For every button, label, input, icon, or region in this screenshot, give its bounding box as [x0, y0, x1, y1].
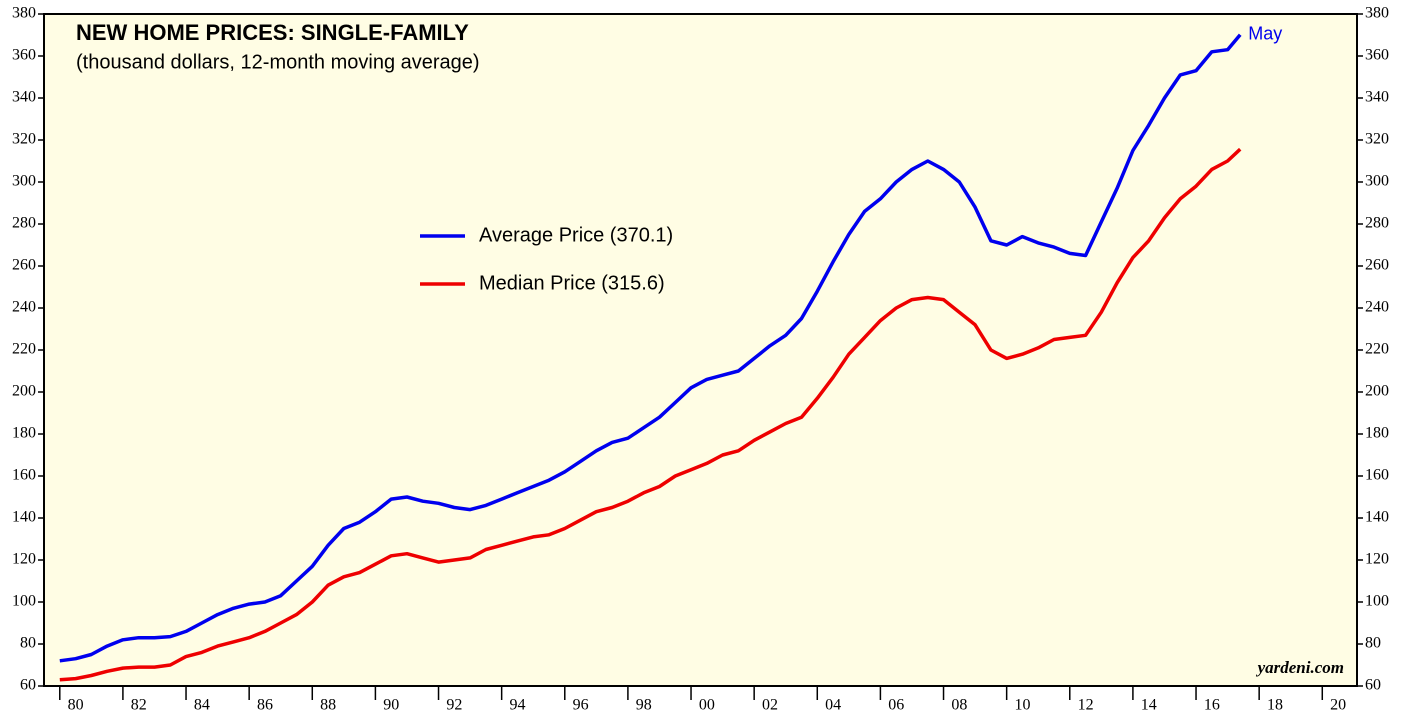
y-tick-label: 100 — [12, 593, 36, 610]
x-tick-label: 06 — [888, 697, 904, 714]
y-tick-label: 120 — [12, 551, 36, 568]
y2-tick-label: 180 — [1365, 425, 1389, 442]
y-tick-label: 60 — [20, 677, 36, 694]
series-line — [59, 33, 1242, 663]
legend-label: Median Price (315.6) — [479, 272, 665, 294]
x-tick-label: 80 — [68, 697, 84, 714]
y2-tick-label: 220 — [1365, 341, 1389, 358]
x-tick-label: 92 — [446, 697, 462, 714]
y2-tick-label: 280 — [1365, 215, 1389, 232]
x-tick-label: 04 — [825, 697, 841, 714]
y2-tick-label: 140 — [1365, 509, 1389, 526]
x-tick-label: 84 — [194, 697, 210, 714]
x-tick-label: 96 — [573, 697, 589, 714]
x-tick-label: 20 — [1330, 697, 1346, 714]
x-tick-label: 82 — [131, 697, 147, 714]
x-tick-label: 18 — [1267, 697, 1283, 714]
y2-tick-label: 160 — [1365, 467, 1389, 484]
x-tick-label: 16 — [1204, 697, 1220, 714]
legend-label: Average Price (370.1) — [479, 224, 673, 246]
y-tick-label: 360 — [12, 47, 36, 64]
y-tick-label: 220 — [12, 341, 36, 358]
y-tick-label: 340 — [12, 89, 36, 106]
chart-subtitle: (thousand dollars, 12-month moving avera… — [76, 51, 480, 73]
y2-tick-label: 340 — [1365, 89, 1389, 106]
plot-area — [43, 13, 1358, 687]
y-tick-label: 80 — [20, 635, 36, 652]
x-tick-label: 90 — [383, 697, 399, 714]
x-tick-label: 94 — [509, 697, 525, 714]
y-tick-label: 320 — [12, 131, 36, 148]
y-tick-label: 160 — [12, 467, 36, 484]
y2-tick-label: 320 — [1365, 131, 1389, 148]
x-tick-label: 02 — [762, 697, 778, 714]
source-note: yardeni.com — [1256, 658, 1344, 677]
y2-tick-label: 300 — [1365, 173, 1389, 190]
y-tick-label: 200 — [12, 383, 36, 400]
y2-tick-label: 80 — [1365, 635, 1381, 652]
y-tick-label: 280 — [12, 215, 36, 232]
y2-tick-label: 200 — [1365, 383, 1389, 400]
x-tick-label: 86 — [257, 697, 273, 714]
y-tick-label: 240 — [12, 299, 36, 316]
y-tick-label: 300 — [12, 173, 36, 190]
series-line — [59, 147, 1242, 682]
y2-tick-label: 60 — [1365, 677, 1381, 694]
y2-tick-label: 240 — [1365, 299, 1389, 316]
y2-tick-label: 100 — [1365, 593, 1389, 610]
y-tick-label: 140 — [12, 509, 36, 526]
y-tick-label: 180 — [12, 425, 36, 442]
y2-tick-label: 380 — [1365, 5, 1389, 22]
end-annotation: May — [1248, 24, 1282, 44]
x-tick-label: 14 — [1141, 697, 1157, 714]
y-tick-label: 260 — [12, 257, 36, 274]
x-tick-label: 08 — [951, 697, 967, 714]
chart-title: NEW HOME PRICES: SINGLE-FAMILY — [76, 20, 469, 45]
y2-tick-label: 260 — [1365, 257, 1389, 274]
x-tick-label: 00 — [699, 697, 715, 714]
x-tick-label: 12 — [1078, 697, 1094, 714]
y-tick-label: 380 — [12, 5, 36, 22]
y2-tick-label: 360 — [1365, 47, 1389, 64]
x-tick-label: 98 — [636, 697, 652, 714]
x-tick-label: 10 — [1014, 697, 1030, 714]
y2-tick-label: 120 — [1365, 551, 1389, 568]
x-tick-label: 88 — [320, 697, 336, 714]
